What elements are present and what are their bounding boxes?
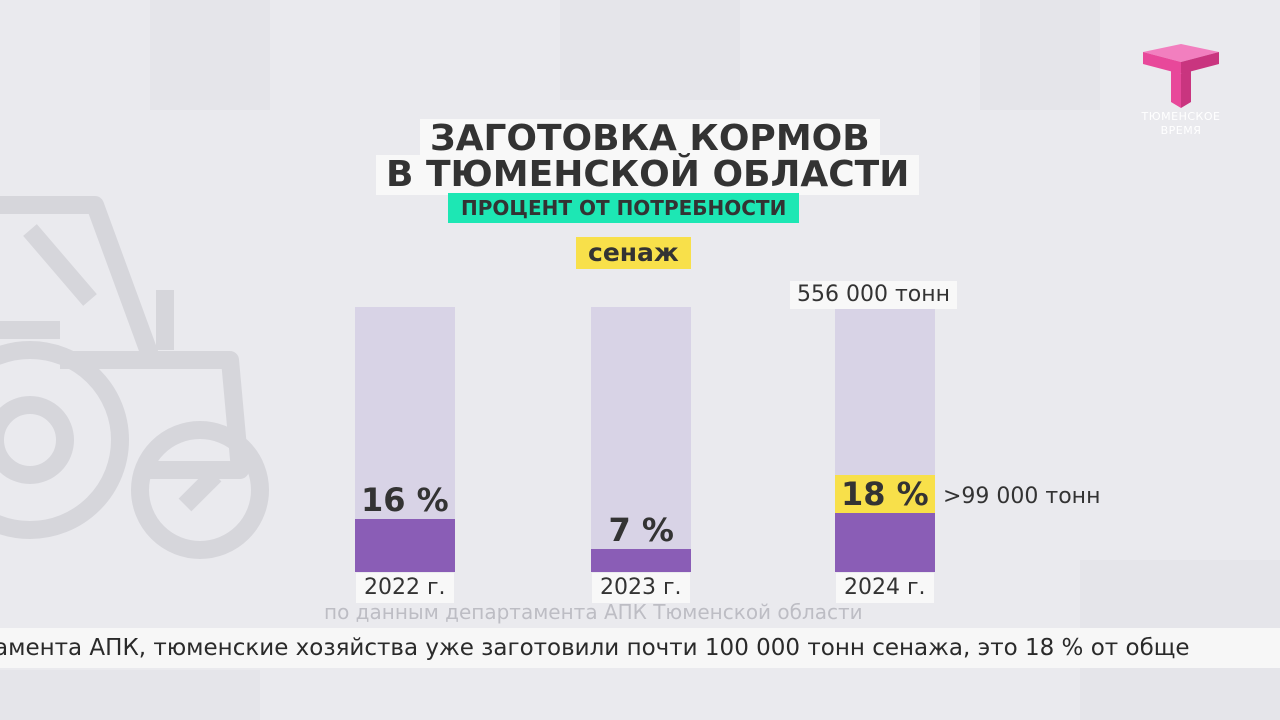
ticker-text: амента АПК, тюменские хозяйства уже заго… (0, 635, 1190, 661)
data-label: 18 % (835, 475, 935, 513)
data-label: 16 % (361, 481, 449, 519)
data-label: 7 % (608, 511, 674, 549)
watermark-shape (560, 0, 740, 100)
tractor-cabin-outline (0, 196, 159, 359)
bar (591, 549, 691, 572)
category-tick-label: 2023 г. (592, 573, 690, 603)
source-note: по данным департамента АПК Тюменской обл… (324, 600, 863, 624)
watermark-shape (980, 0, 1100, 110)
logo-text-line-1: ТЮМЕНСКОЕ (1141, 110, 1221, 123)
tractor-front-wheel (131, 421, 269, 559)
tractor-cabin-line (23, 224, 97, 306)
category-tick-label: 2024 г. (836, 573, 934, 603)
annotation-harvested: >99 000 тонн (943, 484, 1101, 509)
category-label: сенаж (576, 237, 691, 269)
channel-logo: ТЮМЕНСКОЕ ВРЕМЯ (1126, 40, 1236, 140)
bar (355, 519, 455, 572)
chart-subtitle: ПРОЦЕНТ ОТ ПОТРЕБНОСТИ (448, 193, 800, 223)
tractor-rear-wheel (0, 341, 129, 539)
watermark-shape (0, 670, 260, 720)
watermark-shape (150, 0, 270, 110)
news-ticker: амента АПК, тюменские хозяйства уже заго… (0, 628, 1280, 668)
chart-title-line-1: ЗАГОТОВКА КОРМОВ (420, 119, 880, 159)
bar-track (591, 307, 691, 572)
tractor-hood (60, 351, 249, 479)
category-tick-label: 2022 г. (356, 573, 454, 603)
annotation-total-need: 556 000 тонн (790, 281, 958, 309)
logo-text-line-2: ВРЕМЯ (1160, 124, 1202, 137)
t-cube-logo-icon (1143, 44, 1219, 108)
bar (835, 513, 935, 572)
chart-title-line-2: В ТЮМЕНСКОЙ ОБЛАСТИ (376, 155, 920, 195)
